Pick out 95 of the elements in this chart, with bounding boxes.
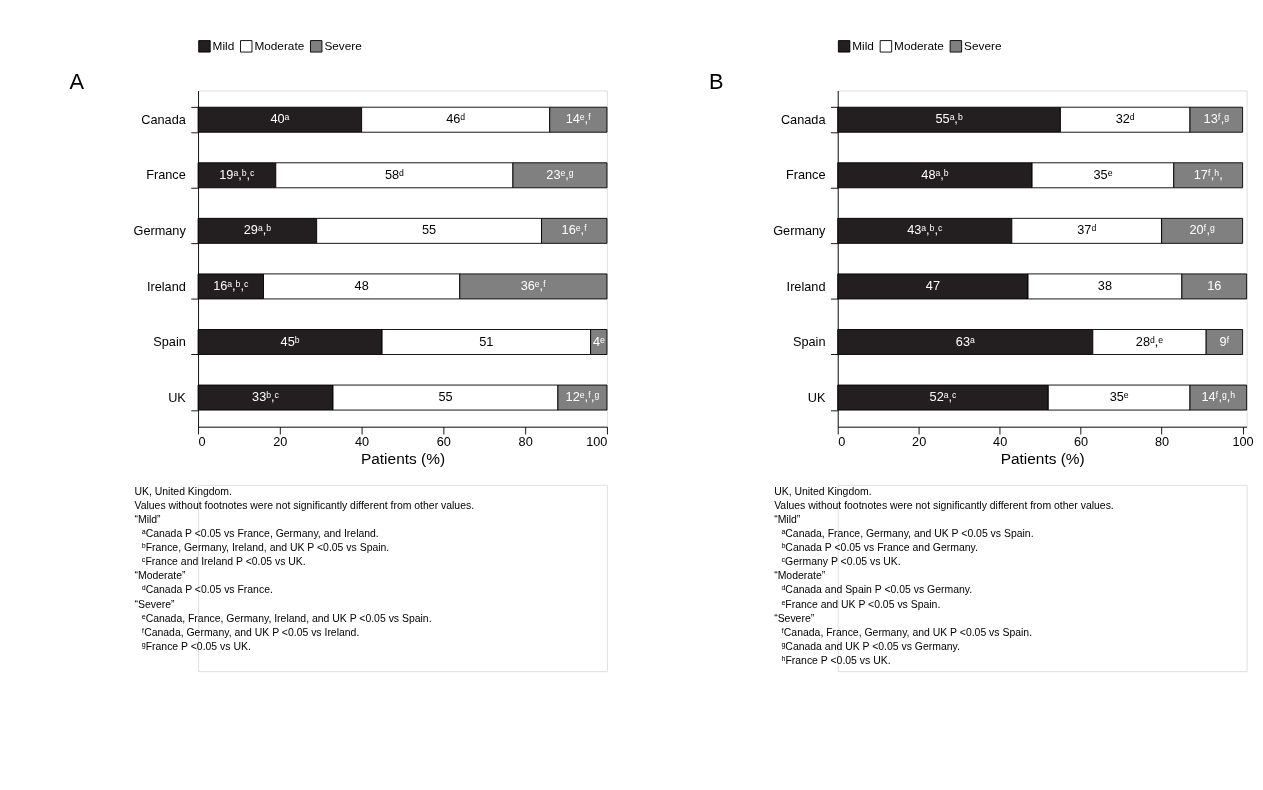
text: ᵍCanada and UK P <0.05 vs Germany. [781, 640, 960, 652]
legend-label: Moderate [254, 38, 305, 53]
data-label: 48ᵃ,ᵇ [921, 166, 949, 182]
data-label: 14ᶠ,ᵍ,ʰ [1201, 389, 1236, 405]
data-label: 52ᵃ,ᶜ [929, 389, 957, 405]
legend-label: Severe [324, 38, 363, 53]
data-label: 48 [354, 278, 369, 294]
data-label: 58ᵈ [384, 166, 405, 182]
data-label: 16 [1207, 278, 1222, 294]
legend-label: Severe [964, 38, 1002, 53]
data-label: 55 [438, 389, 453, 405]
text: Values without footnotes were not significantly different from other values. [134, 499, 475, 511]
data-label: 16ᵉ,ᶠ [561, 222, 587, 238]
text: “Moderate” [774, 570, 826, 582]
y-tick-label: UK [807, 389, 827, 405]
text: “Severe” [134, 598, 176, 610]
data-label: 35ᵉ [1109, 389, 1129, 405]
y-tick-label: Spain [153, 334, 186, 350]
x-axis-title: Patients (%) [360, 450, 446, 468]
text: UK, United Kingdom. [134, 485, 232, 497]
y-tick-label: UK [168, 389, 187, 405]
y-tick-label: France [146, 167, 186, 183]
x-tick-label: 60 [436, 434, 451, 450]
data-label: 32ᵈ [1115, 111, 1135, 127]
data-label: 51 [479, 333, 494, 349]
data-label: 35ᵉ [1093, 166, 1113, 182]
data-label: 40ᵃ [270, 111, 290, 127]
data-label: 9ᶠ [1219, 333, 1230, 349]
x-tick-label: 0 [838, 434, 846, 450]
y-tick-label: Germany [133, 222, 187, 238]
data-label: 19ᵃ,ᵇ,ᶜ [219, 166, 256, 182]
text: “Mild” [134, 514, 162, 526]
data-label: 16ᵃ,ᵇ,ᶜ [213, 278, 249, 294]
text: ᶠCanada, France, Germany, and UK P <0.05 vs Spain. [781, 626, 1033, 638]
x-tick-label: 40 [355, 434, 370, 450]
text: ᵍFrance P <0.05 vs UK. [141, 640, 251, 652]
data-label: 13ᶠ,ᵍ [1203, 111, 1230, 127]
y-tick-label: France [785, 167, 826, 183]
data-label: 46ᵈ [446, 111, 466, 127]
data-label: 55ᵃ,ᵇ [935, 111, 963, 127]
x-tick-label: 20 [273, 434, 288, 450]
text: ᵉCanada, France, Germany, Ireland, and UK P <0.05 vs Spain. [141, 612, 432, 624]
x-tick-label: 0 [198, 434, 206, 450]
x-tick-label: 80 [518, 434, 533, 450]
data-label: 4ᵉ [592, 333, 605, 349]
data-label: 20ᶠ,ᵍ [1189, 222, 1216, 238]
text: ᵇCanada P <0.05 vs France and Germany. [781, 542, 978, 554]
data-label: 23ᵉ,ᵍ [546, 166, 574, 182]
data-label: 12ᵉ,ᶠ,ᵍ [565, 389, 600, 405]
text: ᵃCanada, France, Germany, and UK P <0.05 vs Spain. [781, 528, 1034, 540]
data-label: 29ᵃ,ᵇ [243, 222, 272, 238]
data-label: 55 [422, 222, 437, 238]
data-label: 37ᵈ [1077, 222, 1097, 238]
text: ᵇFrance, Germany, Ireland, and UK P <0.05 vs Spain. [141, 542, 390, 554]
text: ᶠCanada, Germany, and UK P <0.05 vs Ireland. [141, 626, 360, 638]
text: ᶜFrance and Ireland P <0.05 vs UK. [141, 556, 306, 568]
data-label: 45ᵇ [280, 333, 300, 349]
data-label: 38 [1097, 278, 1113, 294]
text: “Mild” [774, 514, 801, 526]
y-tick-label: Canada [141, 111, 187, 127]
y-tick-label: Ireland [786, 278, 826, 294]
x-tick-label: 20 [912, 434, 927, 450]
x-tick-label: 100 [586, 434, 608, 450]
legend-label: Mild [212, 38, 235, 53]
data-label: 17ᶠ,ʰ, [1193, 166, 1223, 182]
data-label: 47 [925, 278, 940, 294]
y-tick-label: Canada [780, 111, 827, 127]
text: Values without footnotes were not significantly different from other values. [774, 499, 1114, 511]
y-tick-label: Germany [773, 222, 827, 238]
data-label: 28ᵈ,ᵉ [1135, 333, 1164, 349]
text: UK, United Kingdom. [774, 485, 872, 497]
text: ᵈCanada and Spain P <0.05 vs Germany. [781, 584, 973, 596]
text: ʰFrance P <0.05 vs UK. [781, 654, 891, 666]
legend-label: Moderate [894, 38, 945, 53]
text: ᵈCanada P <0.05 vs France. [141, 584, 273, 596]
text: ᶜGermany P <0.05 vs UK. [781, 556, 901, 568]
x-tick-label: 80 [1155, 434, 1170, 450]
text: “Severe” [774, 612, 815, 624]
chart-title: B [709, 68, 724, 94]
text: ᵃCanada P <0.05 vs France, Germany, and Ireland. [141, 528, 379, 540]
data-label: 36ᵉ,ᶠ [520, 278, 547, 294]
x-axis-title: Patients (%) [1000, 450, 1085, 468]
x-tick-label: 100 [1232, 434, 1254, 450]
data-label: 43ᵃ,ᵇ,ᶜ [907, 222, 943, 238]
y-tick-label: Ireland [146, 278, 186, 294]
y-tick-label: Spain [792, 334, 826, 350]
x-tick-label: 40 [993, 434, 1008, 450]
x-tick-label: 60 [1074, 434, 1089, 450]
data-label: 33ᵇ,ᶜ [252, 389, 280, 405]
text: “Moderate” [134, 570, 187, 582]
text: ᵉFrance and UK P <0.05 vs Spain. [781, 598, 941, 610]
data-label: 14ᵉ,ᶠ [565, 111, 592, 127]
legend-label: Mild [852, 38, 874, 53]
chart-title: A [69, 68, 85, 94]
data-label: 63ᵃ [955, 333, 975, 349]
